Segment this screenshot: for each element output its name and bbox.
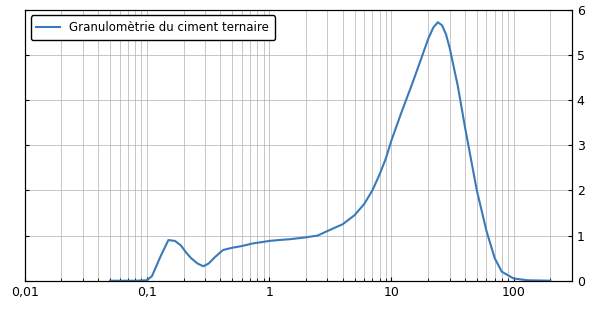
Granulomètrie du ciment ternaire [547,279,554,283]
Line: Granulomètrie du ciment ternaire: Granulomètrie du ciment ternaire [110,22,550,281]
Granulomètrie du ciment ternaire [157,254,164,258]
Granulomètrie du ciment ternaire [302,235,309,239]
Granulomètrie du ciment ternaire [248,242,255,246]
Granulomètrie du ciment ternaire [376,173,383,176]
Granulomètrie du ciment ternaire [387,139,395,143]
Legend: Granulomètrie du ciment ternaire: Granulomètrie du ciment ternaire [31,16,276,40]
Granulomètrie du ciment ternaire [498,270,506,274]
Granulomètrie du ciment ternaire [434,20,442,24]
Granulomètrie du ciment ternaire [106,279,114,283]
